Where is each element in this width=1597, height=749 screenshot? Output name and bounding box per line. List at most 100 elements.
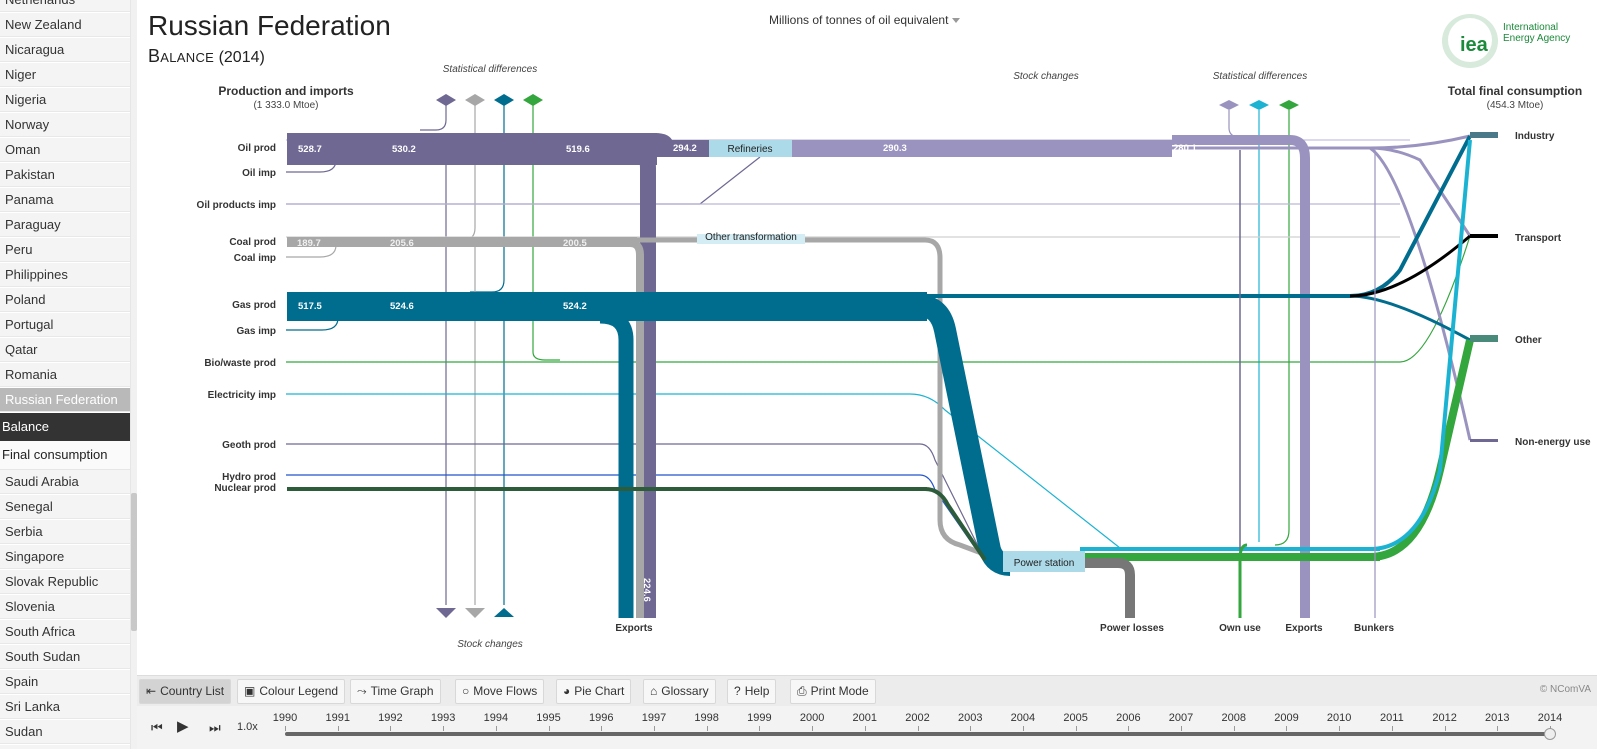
- value-oil-4: 294.2: [673, 143, 697, 154]
- country-item[interactable]: South Africa: [0, 620, 130, 644]
- year-label[interactable]: 2001: [852, 712, 878, 724]
- country-item-selected[interactable]: Russian Federation: [0, 388, 130, 412]
- country-item[interactable]: Slovenia: [0, 595, 130, 619]
- year-tick: [1181, 726, 1183, 731]
- timeline-handle[interactable]: [1544, 728, 1556, 740]
- country-item[interactable]: Qatar: [0, 338, 130, 362]
- glossary-button[interactable]: ⌂ Glossary: [643, 679, 716, 704]
- year-label[interactable]: 1995: [536, 712, 561, 724]
- play-icon[interactable]: ▶: [177, 718, 189, 735]
- node-power-station[interactable]: [1003, 551, 1085, 572]
- country-item[interactable]: Saudi Arabia: [0, 470, 130, 494]
- help-button[interactable]: ? Help: [727, 679, 777, 704]
- country-item[interactable]: New Zealand: [0, 13, 130, 37]
- pie-chart-button[interactable]: ◕ Pie Chart: [556, 679, 632, 704]
- unit-label: Millions of tonnes of oil equivalent: [769, 13, 949, 27]
- country-item[interactable]: Paraguay: [0, 213, 130, 237]
- country-item[interactable]: South Sudan: [0, 645, 130, 669]
- unit-dropdown[interactable]: Millions of tonnes of oil equivalent: [769, 13, 961, 27]
- country-item[interactable]: Singapore: [0, 545, 130, 569]
- year-label[interactable]: 2002: [905, 712, 930, 724]
- sink-bars: [1470, 132, 1498, 442]
- country-item[interactable]: Norway: [0, 113, 130, 137]
- country-item[interactable]: Netherlands: [0, 0, 130, 12]
- country-item[interactable]: Slovak Republic: [0, 570, 130, 594]
- year-tick: [1339, 726, 1341, 731]
- sub-item-balance[interactable]: Balance: [0, 413, 130, 441]
- sidebar-scrollbar[interactable]: [131, 0, 137, 749]
- country-item[interactable]: Senegal: [0, 495, 130, 519]
- label-exports-left: Exports: [615, 623, 653, 634]
- country-item[interactable]: Serbia: [0, 520, 130, 544]
- country-item[interactable]: Suriname: [0, 745, 130, 749]
- print-mode-button[interactable]: ⎙ Print Mode: [790, 679, 876, 704]
- year-label[interactable]: 2008: [1221, 712, 1246, 724]
- country-item[interactable]: Sri Lanka: [0, 695, 130, 719]
- chevron-down-icon: [952, 18, 961, 24]
- time-graph-button[interactable]: ⤳ Time Graph: [350, 679, 441, 704]
- country-item[interactable]: Pakistan: [0, 163, 130, 187]
- country-item[interactable]: Spain: [0, 670, 130, 694]
- country-item[interactable]: Portugal: [0, 313, 130, 337]
- country-item[interactable]: Oman: [0, 138, 130, 162]
- timeline-track[interactable]: [285, 732, 1550, 736]
- skip-forward-icon[interactable]: ⏭: [209, 720, 221, 735]
- year-label[interactable]: 1991: [325, 712, 350, 724]
- year-label[interactable]: 1992: [378, 712, 403, 724]
- year-label[interactable]: 2004: [1010, 712, 1036, 724]
- country-item[interactable]: Nigeria: [0, 88, 130, 112]
- year-label[interactable]: 2014: [1537, 712, 1563, 724]
- country-item[interactable]: Sudan: [0, 720, 130, 744]
- country-list-button[interactable]: ⇤ Country List: [139, 679, 232, 704]
- year-label[interactable]: 1998: [694, 712, 719, 724]
- year-tick: [443, 726, 445, 731]
- country-item[interactable]: Panama: [0, 188, 130, 212]
- colour-legend-label: Colour Legend: [259, 684, 339, 698]
- year-label[interactable]: 2007: [1168, 712, 1194, 724]
- year-label[interactable]: 2010: [1326, 712, 1352, 724]
- year-label[interactable]: 1997: [641, 712, 667, 724]
- year-tick: [285, 726, 286, 731]
- left-stat-markers: [436, 94, 543, 618]
- country-item[interactable]: Philippines: [0, 263, 130, 287]
- country-item[interactable]: Romania: [0, 363, 130, 387]
- year-label[interactable]: 1999: [747, 712, 772, 724]
- year-label[interactable]: 2011: [1380, 712, 1404, 724]
- year-label[interactable]: 2006: [1116, 712, 1141, 724]
- oil-flow: [287, 133, 1472, 618]
- node-other-transformation[interactable]: [697, 234, 805, 244]
- label-exports-right: Exports: [1285, 623, 1323, 634]
- sidebar-scroll-thumb[interactable]: [131, 493, 137, 631]
- year-tick: [1022, 726, 1024, 731]
- country-item[interactable]: Peru: [0, 238, 130, 262]
- year-label[interactable]: 1994: [483, 712, 509, 724]
- flow-values: 528.7 530.2 519.6 294.2 290.3 280.1 189.…: [297, 143, 1197, 602]
- skip-back-icon[interactable]: ⏮: [151, 720, 163, 735]
- year-tick: [759, 726, 761, 731]
- sankey-diagram: Production and imports (1 333.0 Mtoe) To…: [197, 64, 1591, 650]
- year-label[interactable]: 1990: [272, 712, 298, 724]
- year-label[interactable]: 1996: [589, 712, 614, 724]
- country-item[interactable]: Poland: [0, 288, 130, 312]
- year-label[interactable]: 1993: [430, 712, 456, 724]
- year-label[interactable]: 2003: [957, 712, 983, 724]
- year-label[interactable]: 2009: [1274, 712, 1299, 724]
- country-item[interactable]: Nicaragua: [0, 38, 130, 62]
- source-coal-prod: Coal prod: [229, 237, 276, 248]
- copyright: © NComVA: [1539, 684, 1591, 695]
- printer-icon: ⎙: [797, 684, 807, 698]
- year-label[interactable]: 2005: [1063, 712, 1088, 724]
- country-item[interactable]: Niger: [0, 63, 130, 87]
- speed-control[interactable]: 1.0x: [237, 721, 258, 733]
- move-flows-button[interactable]: ○ Move Flows: [455, 679, 545, 704]
- year-label[interactable]: 2012: [1432, 712, 1457, 724]
- year-label[interactable]: 2000: [799, 712, 825, 724]
- left-stat-lines: [420, 104, 560, 605]
- value-coal-1: 189.7: [297, 238, 321, 249]
- left-header: Production and imports: [218, 84, 354, 98]
- sink-transport: Transport: [1515, 233, 1562, 244]
- glossary-label: Glossary: [661, 684, 709, 698]
- sub-item-final-consumption[interactable]: Final consumption: [0, 441, 130, 470]
- colour-legend-button[interactable]: ▣ Colour Legend: [237, 679, 346, 704]
- year-label[interactable]: 2013: [1485, 712, 1510, 724]
